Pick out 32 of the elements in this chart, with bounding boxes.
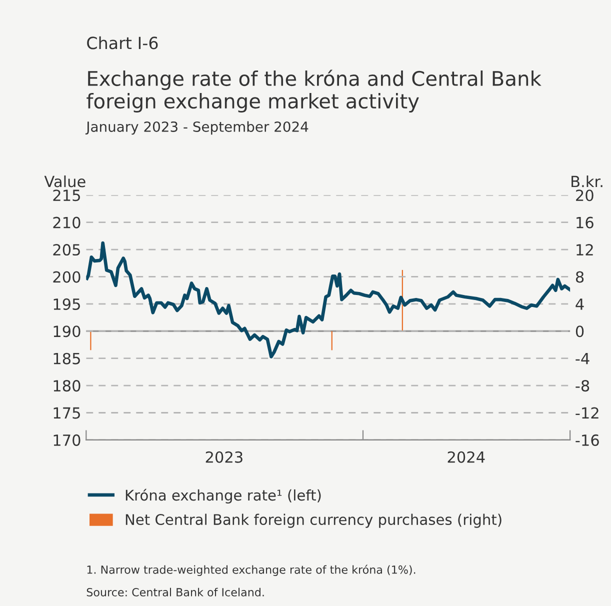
y2-tick-label: 20 [576,190,594,202]
y2-tick-label: -12 [576,407,598,419]
y2-tick-label: -8 [576,380,590,392]
y-tick-label: 200 [53,271,80,283]
y-tick-label: 195 [54,298,80,310]
legend-label: Króna exchange rate¹ (left) [126,488,321,504]
source-note: Source: Central Bank of Iceland. [86,588,264,596]
y2-tick-label: -4 [576,353,590,364]
y-tick-label: 190 [54,326,80,338]
y2-tick-label: 0 [576,326,584,338]
y-axis-title: Value [44,175,86,188]
y-tick-label: 175 [54,407,80,419]
x-tick-label: 2024 [448,451,485,463]
y2-tick-label: -16 [576,434,599,446]
text: 1. Narrow trade-weighted exchange rate of the króna (1%). [87,564,416,576]
x-tick-label: 2023 [206,451,242,463]
y-tick-label: 170 [54,434,80,446]
y-tick-label: 180 [54,380,80,392]
line-series [86,241,570,358]
chart-subtitle: January 2023 - September 2024 [85,121,308,135]
y2-axis-title: B.kr. [572,175,602,188]
chart-title: Exchange rate of the króna and Central Bank foreign exchange market activity [86,70,542,113]
y2-tick-label: 12 [576,244,593,256]
y-tick-label: 185 [54,352,80,364]
y2-tick-label: 4 [576,298,584,310]
y-tick-label: 215 [53,190,80,202]
y2-tick-label: 8 [576,271,584,283]
y-tick-label: 205 [53,244,80,256]
legend-label: Net Central Bank foreign currency purchases (right) [126,514,502,528]
text: Chart I-6 [87,36,158,50]
y2-tick-label: 16 [576,216,594,228]
y-tick-label: 210 [53,216,80,228]
